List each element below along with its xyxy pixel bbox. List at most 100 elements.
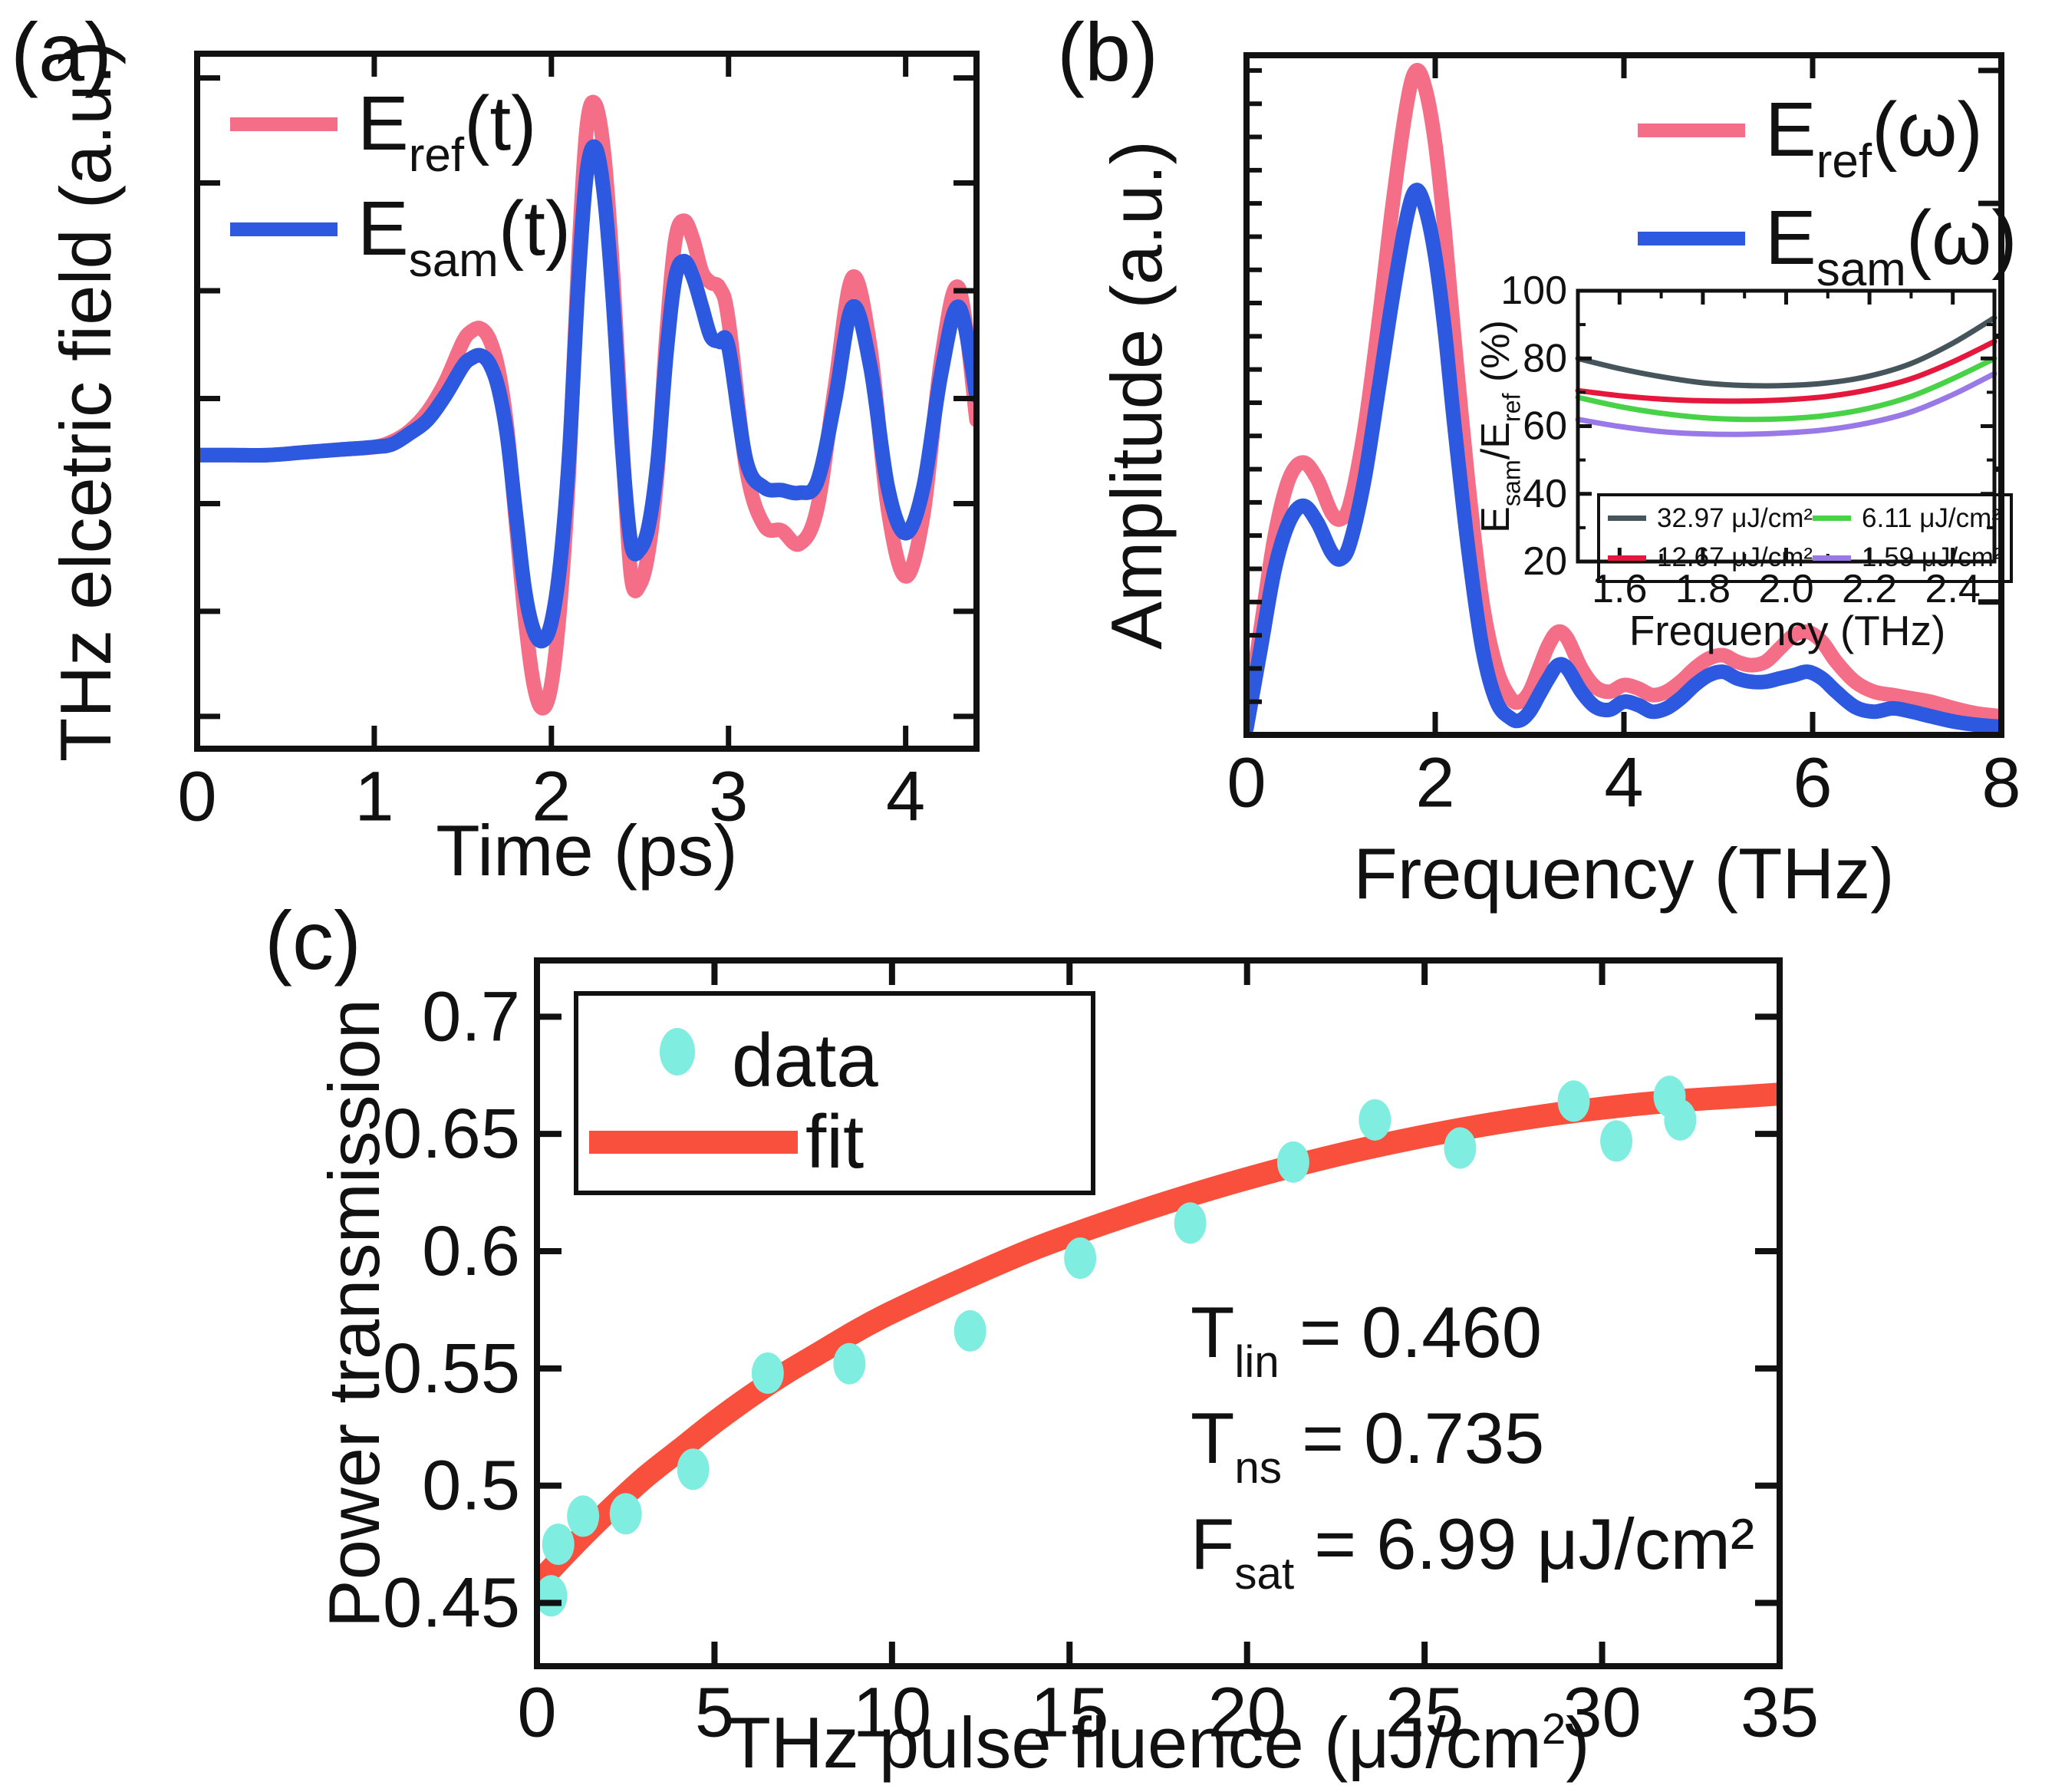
tick-label: 0.5 <box>422 1447 520 1525</box>
tick-label: 4 <box>886 758 925 836</box>
esam-spectrum-curve <box>1245 183 2003 736</box>
tick-label: 5 <box>695 1674 734 1752</box>
fluence-32-line-swatch <box>1608 516 1646 522</box>
tick-label: 100 <box>1500 268 1567 313</box>
tick-label: 2.4 <box>1925 567 1981 611</box>
tick-label: 0.55 <box>383 1329 520 1408</box>
fluence-6-line-swatch <box>1813 516 1852 522</box>
inset-legend-entry-1: 1.59 μJ/cm² <box>1813 540 2003 575</box>
data-label: data <box>732 1018 878 1102</box>
tick-label: 25 <box>1385 1674 1464 1752</box>
legend-entry-eref-t: Eref(t) <box>230 80 571 182</box>
fit-parameters-annotation: Tlin = 0.460 Tns = 0.735 Fsat = 6.99 μJ/… <box>1191 1280 1754 1597</box>
tick-label: 0.7 <box>422 977 520 1056</box>
panel-c-x-axis-title-close: ) <box>1566 1702 1590 1783</box>
data-point <box>1600 1120 1633 1162</box>
tick-label: 2.2 <box>1842 567 1897 611</box>
tick-label: 0 <box>1227 744 1266 822</box>
tick-label: 35 <box>1741 1674 1819 1752</box>
data-point <box>1064 1237 1097 1280</box>
inset-x-axis-title: Frequency (THz) <box>1629 607 1946 654</box>
panel-c-plot-area <box>535 1076 1781 1617</box>
tick-label: 0 <box>177 758 216 836</box>
tick-label: 20 <box>1523 539 1567 584</box>
f-sat-value: Fsat = 6.99 μJ/cm² <box>1191 1504 1755 1599</box>
esam-omega-label: Esam(ω) <box>1765 195 2017 296</box>
t-lin-value: Tlin = 0.460 <box>1191 1292 1543 1388</box>
esam-t-label: Esam(t) <box>357 186 571 287</box>
tick-label: 3 <box>709 758 748 836</box>
data-point <box>1174 1202 1207 1244</box>
data-point <box>609 1493 642 1535</box>
tick-label: 1.6 <box>1592 567 1647 611</box>
tick-label: 6 <box>1793 744 1832 822</box>
legend-entry-esam-t: Esam(t) <box>230 185 571 287</box>
tick-label: 2 <box>1415 744 1454 822</box>
inset-legend: 32.97 μJ/cm² 6.11 μJ/cm² 12.67 μJ/cm² 1.… <box>1597 493 2013 583</box>
inset-fluence-curve-3 <box>1575 371 1997 437</box>
data-point <box>953 1309 986 1352</box>
tick-label: 10 <box>853 1674 931 1752</box>
fluence-1-line-swatch <box>1813 555 1852 561</box>
inset-y-axis-title: Esam/Eref (%) <box>1474 320 1526 533</box>
esam-line-swatch <box>230 222 338 236</box>
panel-b-y-axis-title: Amplitude (a.u.) <box>1096 140 1177 650</box>
data-point <box>1359 1099 1391 1141</box>
tick-label: 0 <box>517 1674 556 1752</box>
fluence-1-label: 1.59 μJ/cm² <box>1862 542 2003 573</box>
panel-a-y-axis-title: THz elcetric field (a.u.) <box>45 40 126 763</box>
panel-c-x-axis-title-text: THz pulse fluence (μJ/cm <box>726 1702 1542 1783</box>
fit-line-swatch <box>589 1131 798 1154</box>
fluence-12-label: 12.67 μJ/cm² <box>1657 542 1813 573</box>
tick-label: 1 <box>354 758 394 836</box>
panel-a-plot-area <box>196 94 978 716</box>
tick-label: 0.65 <box>383 1095 520 1173</box>
legend-entry-eref-w: Eref(ω) <box>1638 86 2017 185</box>
data-point <box>1557 1080 1590 1122</box>
tick-label: 30 <box>1563 1674 1641 1752</box>
panel-b-letter: (b) <box>1057 5 1158 98</box>
panel-c-x-axis-title-sup: 2 <box>1541 1704 1566 1753</box>
panel-a-legend: Eref(t) Esam(t) <box>230 80 571 287</box>
data-point <box>751 1352 784 1394</box>
inset-legend-entry-12: 12.67 μJ/cm² <box>1608 540 1813 575</box>
tick-label: 1.8 <box>1675 567 1731 611</box>
panel-c-x-axis-title: THz pulse fluence (μJ/cm2) <box>726 1701 1589 1784</box>
panel-a-letter: (a) <box>11 5 112 98</box>
panel-b-plot-area <box>1245 63 2003 736</box>
data-point <box>567 1495 600 1537</box>
eref-line-swatch <box>230 117 338 131</box>
data-marker-swatch <box>660 1028 695 1076</box>
panel-b-x-axis-title: Frequency (THz) <box>1353 833 1895 914</box>
panel-c-spines <box>534 957 1783 1669</box>
tick-label: 8 <box>1981 744 2021 822</box>
data-point <box>1444 1127 1477 1169</box>
t-ns-value: Tns = 0.735 <box>1191 1398 1545 1494</box>
panel-a-x-axis-title: Time (ps) <box>436 810 738 891</box>
data-point <box>677 1448 710 1491</box>
fluence-6-label: 6.11 μJ/cm² <box>1862 502 2001 533</box>
inset-fluence-curve-0 <box>1575 315 1997 389</box>
tick-label: 80 <box>1523 336 1567 380</box>
tick-label: 0.45 <box>383 1563 520 1642</box>
tick-label: 60 <box>1523 404 1567 449</box>
legend-entry-esam-w: Esam(ω) <box>1638 194 2017 296</box>
inset-fluence-curve-2 <box>1575 355 1997 423</box>
tick-label: 20 <box>1208 1674 1286 1752</box>
data-point <box>1664 1099 1697 1141</box>
eref-t-label: Eref(t) <box>357 81 537 182</box>
data-point <box>833 1342 866 1385</box>
tick-label: 15 <box>1030 1674 1108 1752</box>
data-point <box>535 1575 568 1617</box>
tick-label: 40 <box>1523 472 1567 516</box>
tick-label: 2.0 <box>1758 567 1813 611</box>
fluence-12-line-swatch <box>1608 555 1646 561</box>
panel-c-legend: data fit <box>574 991 1095 1195</box>
panel-a-spines <box>194 51 980 752</box>
data-point <box>1276 1141 1309 1183</box>
panel-c-y-axis-title: Power transmission <box>314 998 394 1629</box>
inset-fluence-curve-1 <box>1575 338 1997 404</box>
